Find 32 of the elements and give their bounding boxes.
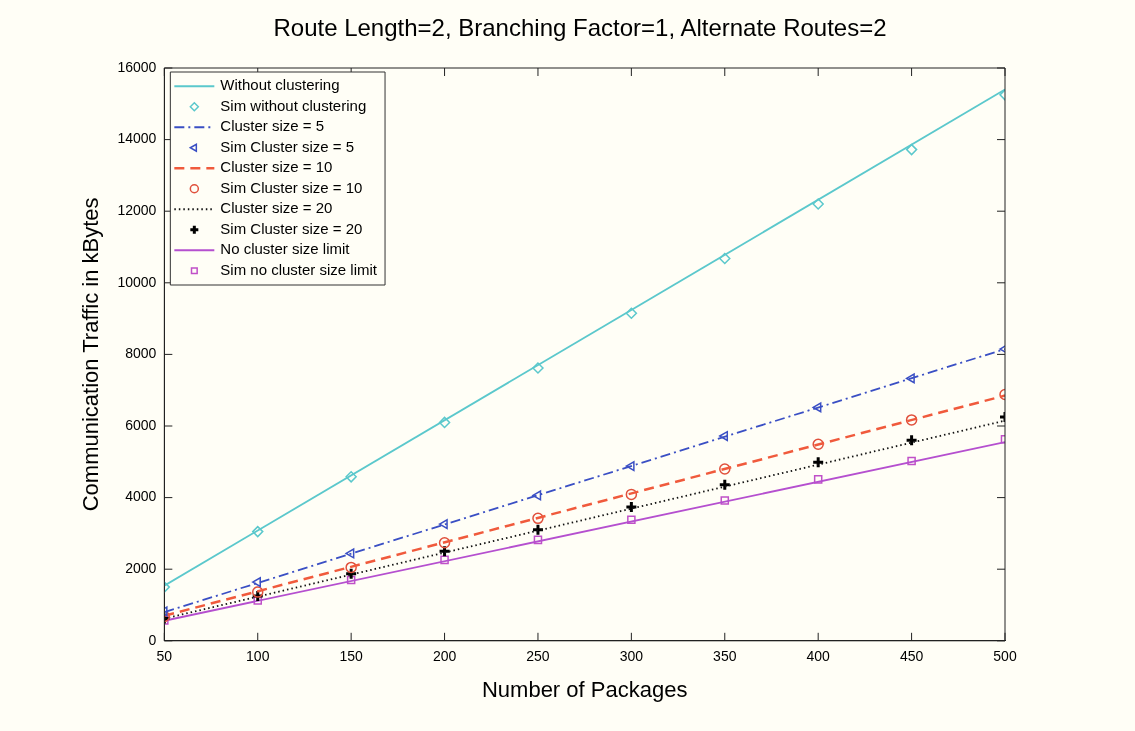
x-tick-label: 350	[713, 648, 737, 665]
legend-label: Sim Cluster size = 10	[220, 178, 363, 196]
x-tick-label: 500	[993, 648, 1017, 665]
legend-label: Without clustering	[220, 76, 340, 94]
y-tick-label: 4000	[125, 488, 157, 505]
legend-label: Sim without clustering	[220, 96, 367, 114]
x-tick-label: 250	[526, 648, 550, 665]
legend-label: Cluster size = 5	[220, 117, 325, 135]
x-tick-label: 400	[806, 648, 831, 665]
x-tick-label: 100	[246, 648, 270, 665]
y-axis-title: Communication Traffic in kBytes	[78, 197, 104, 512]
x-tick-label: 150	[339, 648, 364, 665]
x-tick-label: 50	[156, 648, 173, 665]
x-axis-title: Number of Packages	[481, 676, 688, 702]
y-tick-label: 6000	[125, 416, 157, 433]
legend-label: Sim no cluster size limit	[220, 260, 378, 278]
y-tick-label: 8000	[125, 345, 157, 362]
y-tick-label: 16000	[117, 58, 157, 75]
legend-label: Cluster size = 10	[220, 158, 333, 176]
x-tick-label: 450	[899, 648, 924, 665]
legend-label: Sim Cluster size = 5	[220, 137, 355, 155]
y-tick-label: 2000	[125, 560, 157, 577]
legend-label: No cluster size limit	[220, 240, 351, 258]
x-tick-label: 300	[619, 648, 644, 665]
y-tick-label: 14000	[117, 130, 157, 147]
y-tick-label: 12000	[117, 202, 157, 219]
y-tick-label: 0	[148, 631, 157, 648]
x-tick-label: 200	[432, 648, 457, 665]
chart-title: Route Length=2, Branching Factor=1, Alternate Routes=2	[272, 14, 888, 42]
legend-label: Cluster size = 20	[220, 199, 333, 217]
y-tick-label: 10000	[117, 273, 157, 290]
legend-label: Sim Cluster size = 20	[220, 219, 363, 237]
